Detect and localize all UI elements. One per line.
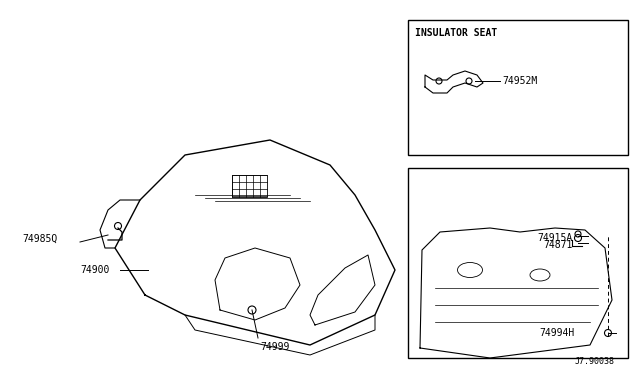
Text: 74871: 74871 bbox=[543, 240, 573, 250]
Bar bbox=[408, 168, 628, 358]
Text: INSULATOR SEAT: INSULATOR SEAT bbox=[415, 28, 497, 38]
Bar bbox=[408, 20, 628, 155]
Text: 74900: 74900 bbox=[80, 265, 109, 275]
Text: 74952M: 74952M bbox=[502, 76, 537, 86]
Bar bbox=[232, 175, 267, 197]
Text: J7.90038: J7.90038 bbox=[575, 357, 615, 366]
Text: 74999: 74999 bbox=[260, 342, 289, 352]
Text: 74994H: 74994H bbox=[540, 328, 575, 338]
Text: 74985Q: 74985Q bbox=[22, 234, 57, 244]
Text: 74915A: 74915A bbox=[538, 233, 573, 243]
